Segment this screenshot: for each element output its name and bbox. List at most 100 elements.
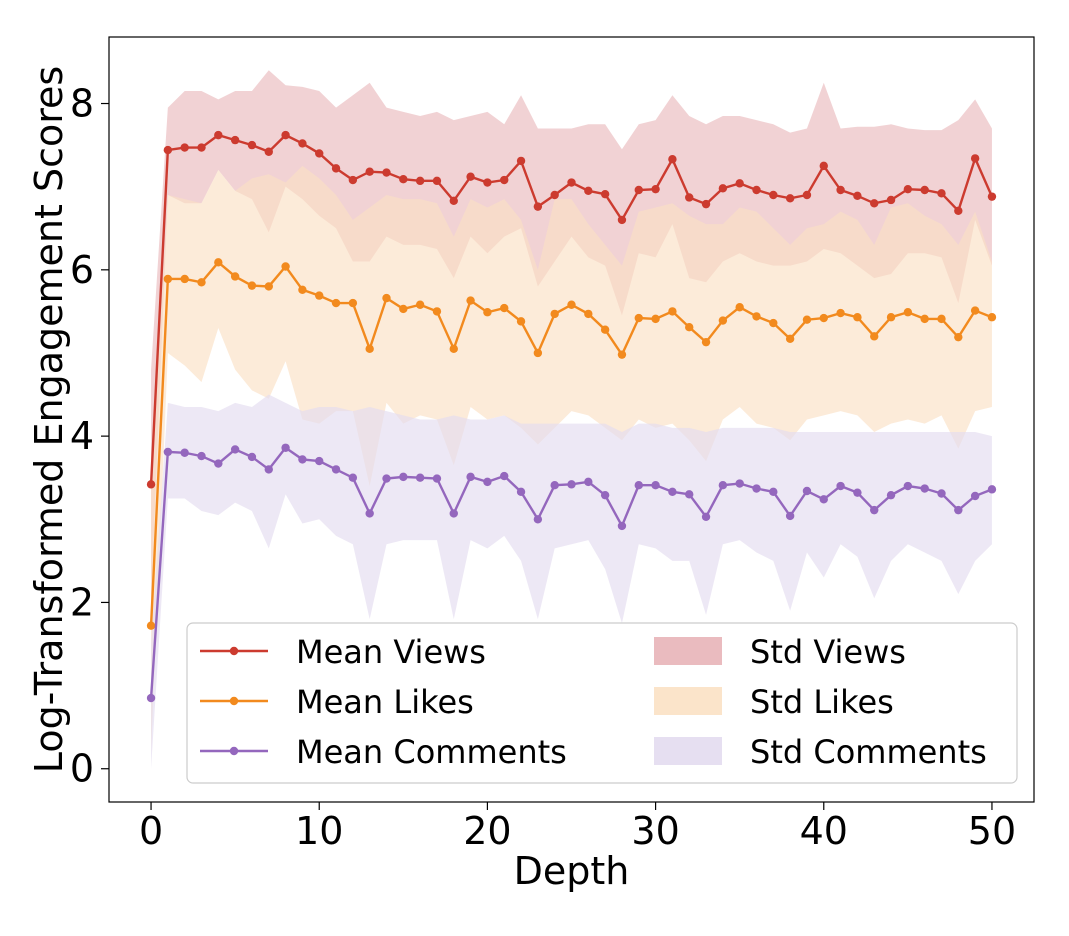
- point-mean-views: [634, 185, 643, 195]
- legend-label: Mean Views: [296, 633, 486, 671]
- point-mean-views: [987, 192, 997, 201]
- point-mean-comments: [281, 443, 290, 452]
- point-mean-views: [769, 190, 778, 200]
- point-mean-comments: [399, 472, 408, 482]
- point-mean-comments: [937, 489, 946, 498]
- y-axis-ticks: 0 2 4 6 8: [70, 82, 109, 791]
- point-mean-likes: [365, 344, 374, 354]
- point-mean-comments: [903, 481, 913, 491]
- point-mean-likes: [146, 621, 156, 630]
- point-mean-likes: [466, 296, 475, 305]
- point-mean-views: [802, 190, 812, 200]
- point-mean-likes: [870, 332, 879, 341]
- point-mean-views: [163, 145, 173, 155]
- point-mean-likes: [281, 262, 290, 271]
- point-mean-comments: [230, 445, 240, 454]
- point-mean-comments: [163, 447, 173, 457]
- x-tick-label: 40: [800, 809, 848, 853]
- point-mean-likes: [533, 348, 543, 358]
- point-mean-likes: [298, 285, 307, 294]
- point-mean-comments: [970, 491, 980, 501]
- point-mean-likes: [331, 298, 341, 308]
- point-mean-views: [550, 190, 559, 200]
- point-mean-comments: [836, 481, 845, 491]
- point-mean-views: [399, 174, 408, 184]
- point-mean-comments: [247, 452, 257, 462]
- point-mean-views: [617, 215, 627, 225]
- point-mean-likes: [651, 314, 660, 324]
- point-mean-likes: [617, 350, 627, 359]
- point-mean-comments: [617, 521, 627, 531]
- point-mean-views: [197, 143, 206, 152]
- point-mean-comments: [197, 451, 206, 461]
- x-tick-label: 10: [295, 809, 343, 853]
- point-mean-likes: [348, 298, 358, 308]
- legend-marker: [229, 646, 239, 656]
- point-mean-views: [836, 185, 845, 195]
- point-mean-comments: [550, 480, 559, 490]
- point-mean-comments: [466, 472, 475, 482]
- point-mean-likes: [600, 325, 610, 334]
- point-mean-comments: [651, 480, 660, 490]
- point-mean-comments: [449, 509, 458, 518]
- point-mean-views: [214, 130, 223, 140]
- point-mean-views: [500, 175, 509, 185]
- plot-frame: [108, 36, 1035, 803]
- point-mean-views: [970, 154, 980, 163]
- point-mean-likes: [247, 281, 257, 290]
- legend-band-swatch: [654, 737, 722, 765]
- point-mean-comments: [886, 490, 896, 500]
- point-mean-views: [903, 184, 913, 194]
- std-bands: [151, 70, 992, 769]
- point-mean-likes: [785, 334, 795, 344]
- point-mean-likes: [230, 272, 240, 281]
- point-mean-views: [752, 185, 761, 195]
- legend-band-swatch: [654, 687, 722, 715]
- point-mean-views: [146, 480, 156, 489]
- point-mean-comments: [500, 471, 509, 481]
- point-mean-comments: [298, 455, 307, 464]
- point-mean-comments: [600, 490, 610, 500]
- std-band-std-comments: [151, 394, 992, 769]
- legend-label: Std Views: [750, 633, 906, 671]
- y-tick-label: 2: [70, 580, 94, 624]
- point-mean-likes: [853, 313, 862, 322]
- point-mean-likes: [516, 317, 526, 326]
- point-mean-likes: [197, 278, 206, 287]
- point-mean-views: [466, 172, 475, 181]
- legend-label: Mean Likes: [296, 683, 474, 721]
- legend-marker: [229, 696, 239, 706]
- point-mean-views: [365, 167, 374, 176]
- point-mean-views: [415, 176, 425, 186]
- point-mean-views: [685, 193, 694, 202]
- point-mean-comments: [870, 505, 879, 515]
- point-mean-views: [819, 161, 828, 171]
- point-mean-likes: [836, 308, 845, 318]
- point-mean-likes: [315, 291, 324, 300]
- point-mean-views: [298, 139, 307, 148]
- point-mean-views: [382, 168, 391, 177]
- point-mean-comments: [685, 490, 694, 499]
- point-mean-likes: [550, 309, 559, 319]
- y-tick-label: 6: [70, 248, 94, 292]
- point-mean-comments: [348, 473, 358, 482]
- legend-label: Mean Comments: [296, 733, 567, 771]
- point-mean-views: [483, 178, 492, 187]
- x-tick-label: 0: [139, 809, 163, 853]
- point-mean-likes: [920, 314, 929, 324]
- point-mean-likes: [735, 303, 744, 312]
- point-mean-comments: [954, 505, 963, 515]
- point-mean-comments: [920, 484, 929, 493]
- x-tick-label: 20: [463, 809, 511, 853]
- point-mean-likes: [399, 304, 408, 314]
- x-axis-label: Depth: [514, 849, 630, 893]
- point-mean-likes: [500, 303, 509, 313]
- y-axis-label: Log-Transformed Engagement Scores: [27, 66, 71, 773]
- point-mean-comments: [802, 486, 812, 496]
- point-mean-comments: [365, 509, 374, 518]
- point-mean-likes: [567, 300, 576, 309]
- point-mean-likes: [432, 307, 442, 316]
- point-mean-likes: [214, 258, 223, 267]
- point-mean-comments: [718, 480, 728, 490]
- point-mean-views: [180, 143, 189, 152]
